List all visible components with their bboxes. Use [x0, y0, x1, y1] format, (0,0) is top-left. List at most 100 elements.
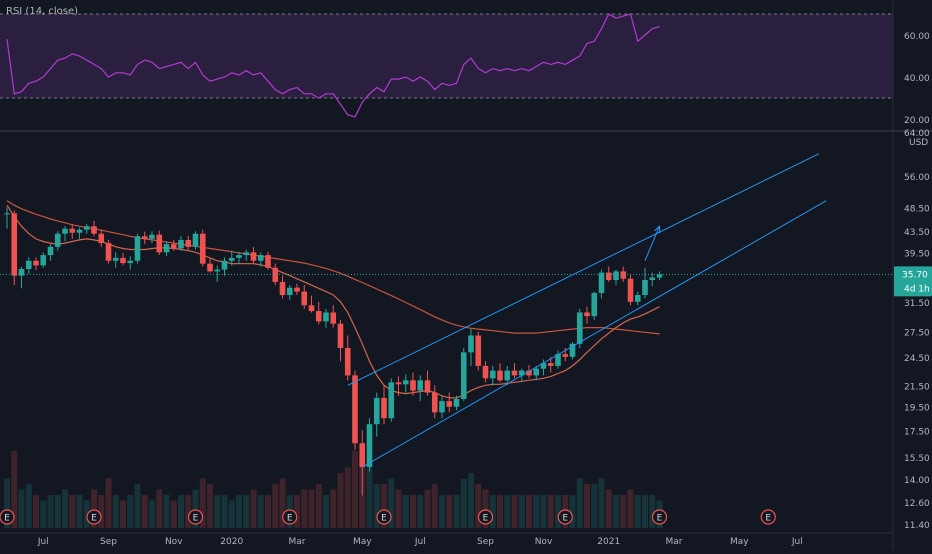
time-tick-label: Nov [535, 537, 553, 547]
volume-bar [439, 495, 445, 528]
candle-body [569, 343, 576, 357]
candle [584, 306, 590, 324]
candle [591, 291, 598, 320]
candle-body [649, 277, 656, 281]
volume-bar [620, 495, 627, 528]
candle-body [482, 365, 489, 379]
price-tag-value: 35.70 [902, 270, 928, 280]
candle-body [149, 234, 155, 239]
candle [141, 231, 148, 245]
time-tick-label: Mar [289, 537, 306, 547]
volume-bar [576, 478, 583, 528]
candle [352, 370, 358, 450]
candle [533, 365, 540, 381]
candle-body [286, 287, 293, 295]
candle-body [642, 280, 648, 295]
candle [337, 319, 344, 362]
volume-bar [243, 495, 250, 528]
candle [504, 365, 511, 386]
time-tick-label: Jul [414, 537, 426, 547]
candle [120, 252, 126, 266]
candle [634, 291, 641, 306]
candle-body [562, 354, 569, 357]
candle-body [504, 370, 511, 381]
rsi-indicator-label[interactable]: RSI (14, close) [6, 6, 79, 17]
volume-bar [18, 489, 25, 528]
volume-bar [214, 495, 221, 528]
candle-body [127, 260, 134, 264]
rsi-tick-label: 60.00 [904, 32, 930, 42]
candle [294, 283, 300, 295]
candle-body [453, 398, 460, 407]
volume-bar [83, 500, 90, 528]
projection-arrow-head [653, 225, 661, 234]
rsi-line [6, 13, 660, 118]
candle-body [250, 252, 257, 261]
volume-bar [127, 495, 134, 528]
volume-bar [460, 478, 467, 528]
candle-body [388, 382, 395, 419]
earnings-marker: E [0, 509, 15, 525]
earnings-marker-circle [0, 509, 15, 525]
rsi-tick-label: 20.00 [904, 116, 930, 126]
volume-bar [294, 495, 300, 528]
candle-body [446, 401, 453, 407]
candle-body [605, 272, 612, 281]
time-tick-label: Jul [791, 537, 803, 547]
candle [656, 271, 663, 281]
candle [308, 295, 315, 313]
volume-bar [272, 484, 279, 528]
volume-bar [642, 495, 648, 528]
candle [40, 252, 47, 268]
rsi-tick-label: 40.00 [904, 74, 930, 84]
candle [395, 376, 402, 396]
volume-bar [315, 484, 322, 528]
candle-body [468, 335, 474, 353]
moving-average-long [6, 200, 660, 335]
volume-bar [141, 495, 148, 528]
volume-bar [417, 495, 424, 528]
candle-body [613, 271, 619, 281]
candle [301, 285, 308, 309]
earnings-marker-circle [760, 509, 776, 525]
candle-body [634, 294, 641, 302]
candle-body [439, 401, 445, 413]
price-tick-label: 15.50 [904, 454, 930, 464]
candle-body [134, 236, 141, 261]
candle [598, 269, 605, 299]
candle [497, 363, 503, 383]
volume-bar [605, 489, 612, 528]
candle-body [352, 375, 358, 444]
earnings-marker-circle [651, 509, 668, 525]
earnings-marker-label: E [562, 514, 568, 524]
volume-bar [453, 495, 460, 528]
price-tag-countdown: 4d 1h [904, 284, 930, 294]
volume-bar [69, 495, 76, 528]
time-tick-label: Nov [165, 537, 183, 547]
volume-bar [482, 489, 489, 528]
volume-bar [25, 484, 32, 528]
candle-body [4, 213, 10, 215]
volume-bar [395, 489, 402, 528]
candle [359, 430, 366, 496]
candle-body [272, 267, 279, 282]
price-tick-label: 27.50 [904, 329, 930, 339]
candle [47, 244, 54, 261]
candle-body [83, 226, 90, 230]
earnings-marker-circle [477, 509, 494, 525]
candle-body [120, 257, 126, 264]
candle [221, 257, 228, 276]
price-tag-box [894, 266, 932, 297]
time-tick-label: 2020 [220, 537, 243, 547]
candle-body [91, 226, 97, 234]
volume-bar [47, 495, 54, 528]
candle [149, 231, 155, 244]
volume-bar [149, 500, 155, 528]
volume-bar [446, 495, 453, 528]
price-tick-label: 56.00 [904, 173, 930, 183]
candle-body [526, 370, 532, 376]
volume-bar [170, 500, 177, 528]
candle-body [620, 271, 627, 279]
candle [453, 395, 460, 411]
volume-bar [555, 495, 561, 528]
